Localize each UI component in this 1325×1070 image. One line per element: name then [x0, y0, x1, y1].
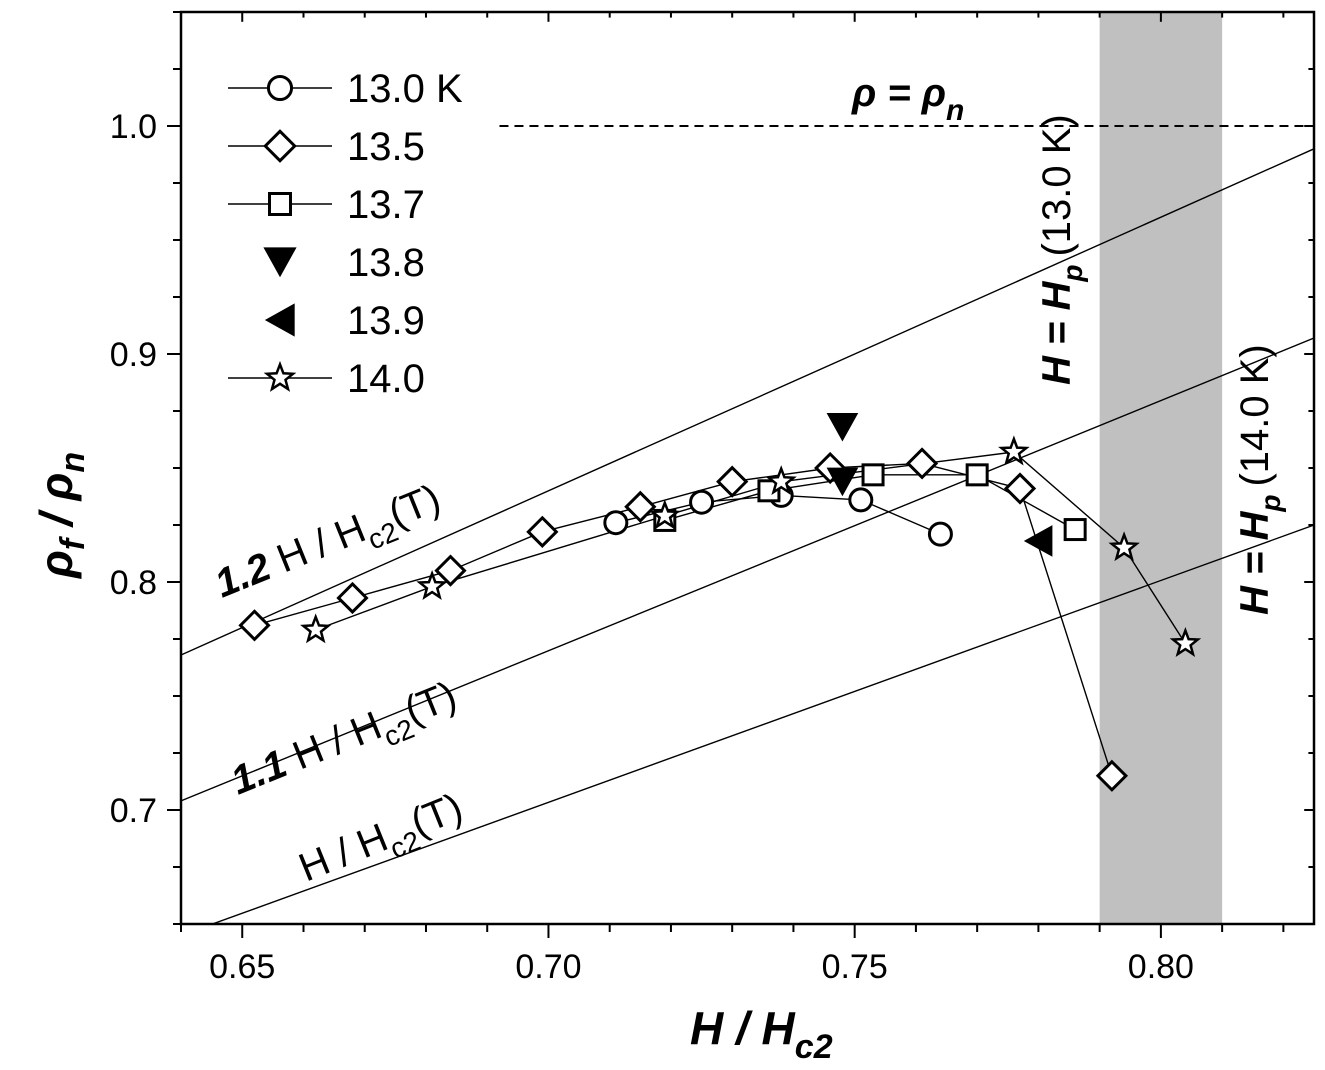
x-axis-title: H / Hc2 [690, 1002, 833, 1066]
data-point-s5-1 [416, 570, 448, 600]
data-point-s1-3 [526, 515, 559, 548]
data-point-s5-4 [998, 435, 1030, 466]
legend-marker-0 [266, 74, 294, 102]
data-point-s2-1 [757, 479, 781, 503]
y-tick-label: 1.0 [110, 108, 157, 146]
reference-line-2 [181, 148, 1314, 656]
x-tick-label: 0.70 [515, 948, 581, 986]
legend-label: 14.0 [347, 357, 425, 401]
data-point-s5-3 [765, 465, 797, 496]
data-point-s4-0 [1023, 525, 1053, 557]
legend-label: 13.9 [347, 299, 425, 343]
line-label-1.0: H / Hc2(T) [293, 785, 472, 898]
legend-marker-3 [263, 247, 297, 278]
svg-text:H = Hp(14.0 K): H = Hp(14.0 K) [1233, 344, 1286, 615]
legend-label: 13.0 K [347, 67, 463, 111]
hp-13K-annotation: H = Hp(13.0 K) [1035, 114, 1088, 385]
legend-label: 13.5 [347, 125, 425, 169]
legend-marker-2 [268, 192, 292, 216]
data-point-s2-3 [965, 463, 989, 487]
line-label-1.1: 1.1 H / Hc2(T) [225, 673, 466, 811]
data-point-s1-5 [716, 465, 749, 498]
data-point-s1-7 [905, 447, 939, 480]
data-point-s5-0 [300, 613, 332, 644]
legend-marker-4 [264, 303, 295, 337]
shaded-region [1099, 12, 1223, 924]
axis-ticks: 0.65 0.70 0.75 0.80 0.7 0.8 0.9 1.0 [110, 11, 1314, 986]
legend-label: 13.7 [347, 183, 425, 227]
shaded-region-layer [1099, 12, 1223, 924]
y-tick-label: 0.7 [110, 792, 157, 830]
data-point-s0-1 [689, 489, 715, 515]
data-point-s5-6 [1169, 627, 1202, 657]
y-tick-label: 0.9 [110, 336, 157, 374]
y-axis-title: ρf / ρn [30, 452, 92, 580]
svg-text:ρf / ρn: ρf / ρn [30, 452, 92, 580]
data-point-s1-4 [624, 490, 657, 523]
data-point-s5-2 [649, 499, 681, 530]
data-point-s1-1 [336, 581, 369, 615]
reference-line-0 [210, 524, 1314, 924]
legend-label: 13.8 [347, 241, 425, 285]
data-point-s0-3 [848, 487, 874, 513]
hp-14K-annotation: H = Hp(14.0 K) [1233, 344, 1286, 615]
data-point-s0-0 [603, 510, 629, 536]
legend: 13.0 K 13.5 13.7 13.8 13.9 14.0 [228, 67, 463, 401]
series-line-5 [315, 451, 1186, 644]
series-markers [238, 412, 1202, 792]
data-point-s3-1 [826, 467, 859, 497]
axis-titles: H / Hc2 ρf / ρn [30, 452, 833, 1066]
data-point-s2-2 [861, 463, 885, 487]
svg-text:H = Hp(13.0 K): H = Hp(13.0 K) [1035, 114, 1088, 385]
data-point-s1-0 [238, 609, 271, 642]
reference-line-1 [181, 337, 1314, 802]
rho-equals-annotation: ρ = ρn [851, 71, 964, 127]
y-tick-label: 0.8 [110, 564, 157, 602]
reference-lines [181, 125, 1314, 924]
data-point-s1-2 [434, 554, 467, 587]
legend-marker-5 [263, 360, 297, 392]
data-point-s1-8 [1003, 472, 1037, 505]
data-point-s5-5 [1108, 531, 1140, 562]
data-point-s1-9 [1095, 759, 1129, 792]
data-point-s2-4 [1063, 518, 1087, 542]
data-point-s3-0 [826, 412, 859, 442]
x-tick-label: 0.65 [209, 948, 275, 986]
svg-text:1.1 H / Hc2(T): 1.1 H / Hc2(T) [225, 673, 466, 811]
svg-text:H / Hc2(T): H / Hc2(T) [293, 785, 472, 898]
x-tick-label: 0.80 [1128, 948, 1194, 986]
x-tick-label: 0.75 [822, 948, 888, 986]
data-point-s0-4 [927, 521, 953, 547]
legend-marker-1 [263, 129, 297, 163]
